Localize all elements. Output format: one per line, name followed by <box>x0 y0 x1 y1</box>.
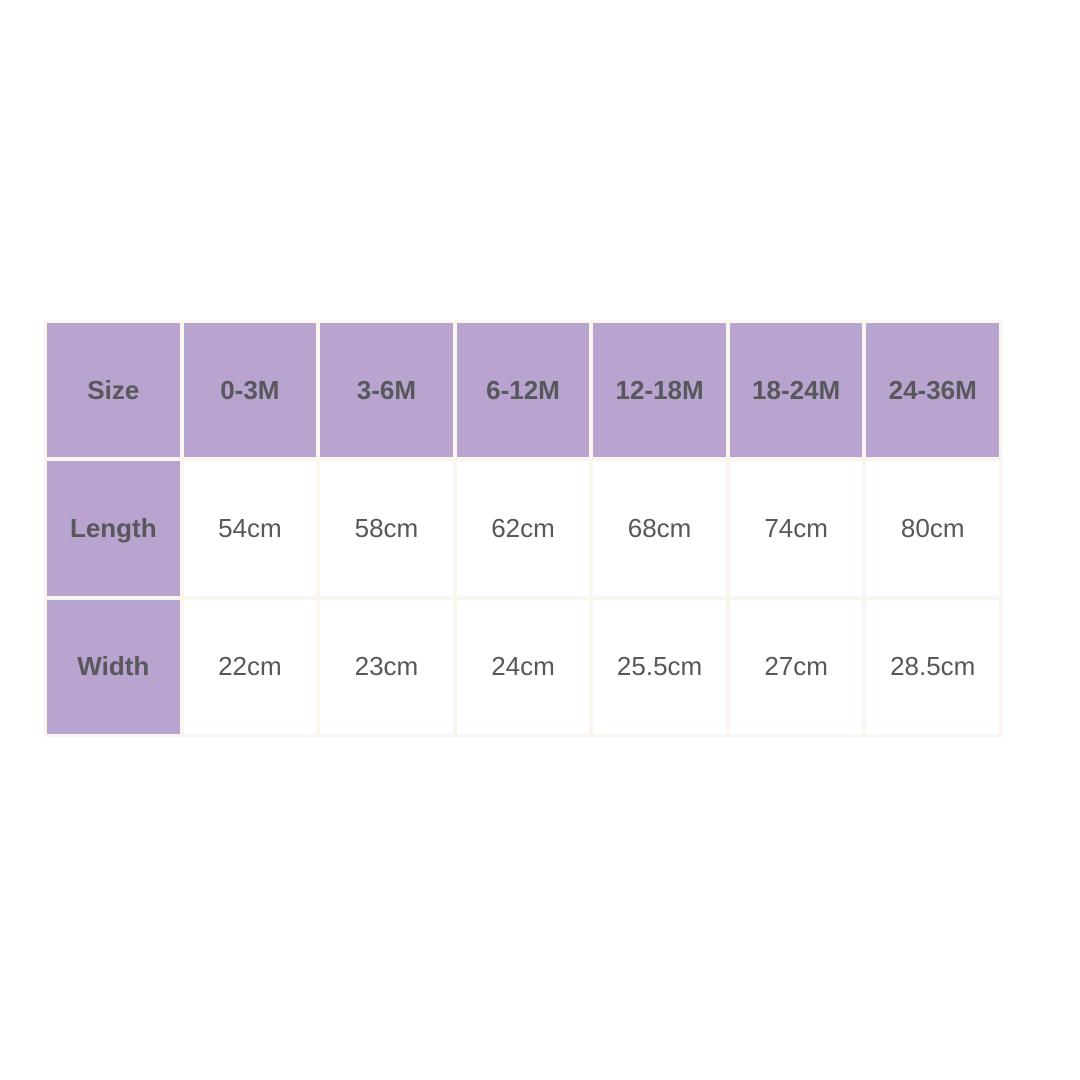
table-cell: 27cm <box>729 599 863 734</box>
table-cell: 80cm <box>866 461 999 596</box>
header-cell: Size <box>47 323 180 458</box>
header-cell: 3-6M <box>320 323 453 458</box>
table-cell: 28.5cm <box>866 599 999 734</box>
table-cell: 24cm <box>456 599 590 734</box>
table-cell: 58cm <box>320 461 453 596</box>
table-cell: 25.5cm <box>593 599 726 734</box>
header-cell: 6-12M <box>456 323 590 458</box>
header-cell: 0-3M <box>183 323 317 458</box>
size-table: Size 0-3M 3-6M 6-12M 12-18M 18-24M 24-36M Lengt… <box>44 320 1002 737</box>
table-cell: 54cm <box>183 461 317 596</box>
table-cell: 68cm <box>593 461 726 596</box>
table-cell: 23cm <box>320 599 453 734</box>
row-label: Width <box>47 599 180 734</box>
header-cell: 24-36M <box>866 323 999 458</box>
header-cell: 12-18M <box>593 323 726 458</box>
table-cell: 74cm <box>729 461 863 596</box>
table-cell: 22cm <box>183 599 317 734</box>
header-cell: 18-24M <box>729 323 863 458</box>
row-label: Length <box>47 461 180 596</box>
table-cell: 62cm <box>456 461 590 596</box>
